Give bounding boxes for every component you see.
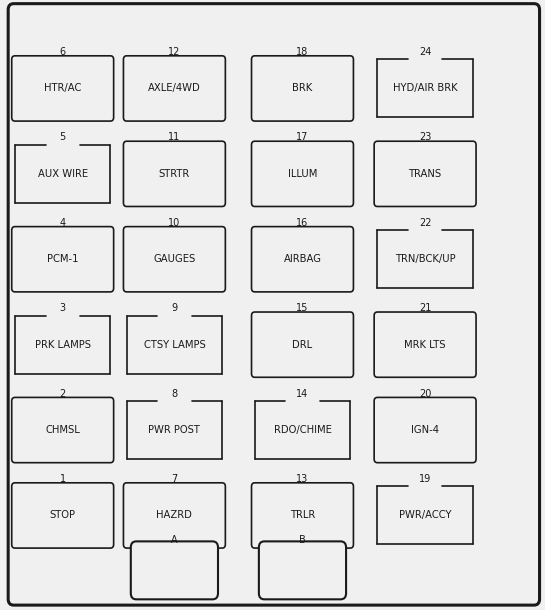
Text: 5: 5	[59, 132, 66, 143]
FancyBboxPatch shape	[12, 398, 114, 462]
Text: 3: 3	[59, 303, 66, 314]
FancyBboxPatch shape	[8, 4, 540, 605]
Text: 23: 23	[419, 132, 431, 143]
Text: HAZRD: HAZRD	[156, 511, 192, 520]
Text: 18: 18	[296, 47, 308, 57]
Text: 9: 9	[171, 303, 178, 314]
Text: 14: 14	[296, 389, 308, 399]
Text: 1: 1	[59, 474, 66, 484]
Text: 17: 17	[296, 132, 308, 143]
Text: 19: 19	[419, 474, 431, 484]
FancyBboxPatch shape	[12, 483, 114, 548]
Text: TRN/BCK/UP: TRN/BCK/UP	[395, 254, 456, 264]
FancyBboxPatch shape	[12, 56, 114, 121]
Text: ILLUM: ILLUM	[288, 169, 317, 179]
Text: CHMSL: CHMSL	[45, 425, 80, 435]
FancyBboxPatch shape	[12, 227, 114, 292]
Text: 6: 6	[59, 47, 66, 57]
FancyBboxPatch shape	[131, 542, 218, 599]
Text: GAUGES: GAUGES	[153, 254, 196, 264]
FancyBboxPatch shape	[252, 56, 354, 121]
Text: 7: 7	[171, 474, 178, 484]
FancyBboxPatch shape	[124, 483, 226, 548]
Text: 15: 15	[296, 303, 308, 314]
FancyBboxPatch shape	[124, 227, 226, 292]
Text: 11: 11	[168, 132, 180, 143]
Text: STRTR: STRTR	[159, 169, 190, 179]
Text: DRL: DRL	[293, 340, 312, 350]
Text: 22: 22	[419, 218, 431, 228]
Text: 13: 13	[296, 474, 308, 484]
FancyBboxPatch shape	[252, 483, 354, 548]
Text: TRLR: TRLR	[290, 511, 315, 520]
Text: RDO/CHIME: RDO/CHIME	[274, 425, 331, 435]
Text: PWR POST: PWR POST	[148, 425, 201, 435]
Text: 12: 12	[168, 47, 180, 57]
FancyBboxPatch shape	[252, 227, 354, 292]
Text: MRK LTS: MRK LTS	[404, 340, 446, 350]
FancyBboxPatch shape	[124, 142, 226, 206]
Text: HTR/AC: HTR/AC	[44, 84, 81, 93]
Text: 21: 21	[419, 303, 431, 314]
FancyBboxPatch shape	[252, 312, 354, 377]
Text: AIRBAG: AIRBAG	[283, 254, 322, 264]
Text: 16: 16	[296, 218, 308, 228]
Text: 24: 24	[419, 47, 431, 57]
Text: AXLE/4WD: AXLE/4WD	[148, 84, 201, 93]
Text: B: B	[299, 535, 306, 545]
Text: 20: 20	[419, 389, 431, 399]
Text: HYD/AIR BRK: HYD/AIR BRK	[393, 84, 457, 93]
Text: A: A	[171, 535, 178, 545]
Text: 2: 2	[59, 389, 66, 399]
Text: AUX WIRE: AUX WIRE	[38, 169, 88, 179]
Text: PWR/ACCY: PWR/ACCY	[399, 511, 451, 520]
Text: 8: 8	[171, 389, 178, 399]
Text: IGN-4: IGN-4	[411, 425, 439, 435]
Text: 10: 10	[168, 218, 180, 228]
Text: 4: 4	[59, 218, 66, 228]
Text: CTSY LAMPS: CTSY LAMPS	[143, 340, 205, 350]
FancyBboxPatch shape	[252, 142, 354, 206]
Text: PRK LAMPS: PRK LAMPS	[35, 340, 90, 350]
Text: TRANS: TRANS	[409, 169, 441, 179]
Text: STOP: STOP	[50, 511, 76, 520]
Text: BRK: BRK	[292, 84, 313, 93]
FancyBboxPatch shape	[124, 56, 226, 121]
FancyBboxPatch shape	[374, 312, 476, 377]
Text: PCM-1: PCM-1	[47, 254, 78, 264]
FancyBboxPatch shape	[374, 142, 476, 206]
FancyBboxPatch shape	[374, 398, 476, 462]
FancyBboxPatch shape	[259, 542, 346, 599]
